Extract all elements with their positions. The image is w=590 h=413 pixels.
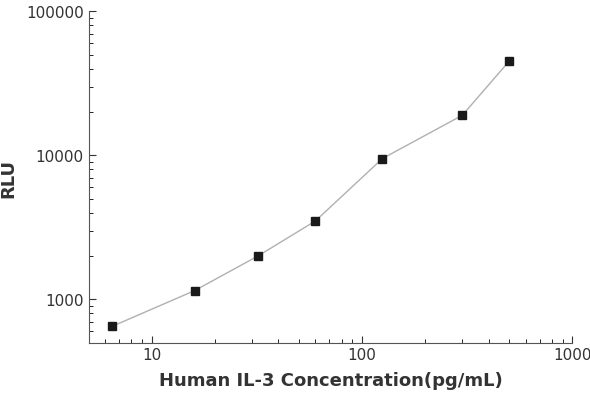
X-axis label: Human IL-3 Concentration(pg/mL): Human IL-3 Concentration(pg/mL) bbox=[159, 371, 502, 389]
Y-axis label: RLU: RLU bbox=[0, 158, 18, 197]
